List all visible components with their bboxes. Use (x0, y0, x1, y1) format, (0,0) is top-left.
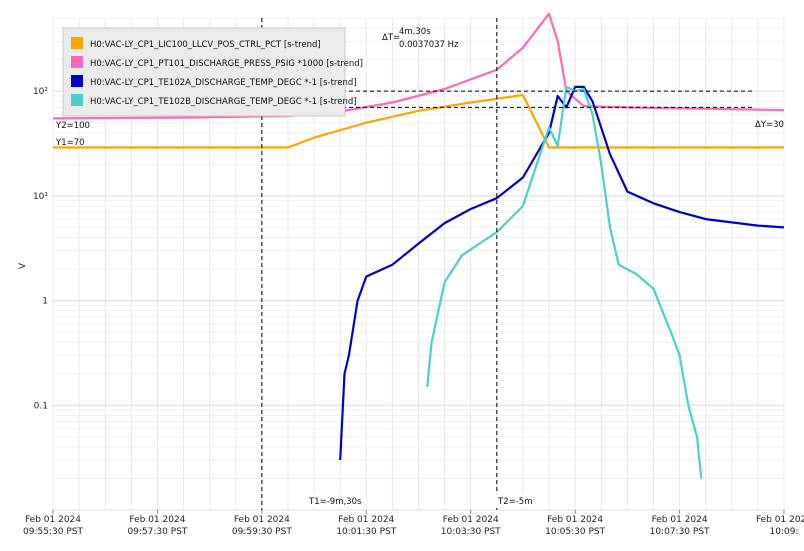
x-tick-labels: Feb 01 2024 09:55:30 PST Feb 01 2024 09:57:… (23, 510, 804, 537)
x-tick-time: 10:07:30 PST (650, 527, 710, 537)
x-tick-date: Feb 01 2024 (129, 515, 185, 525)
legend-label-1: H0:VAC-LY_CP1_PT101_DISCHARGE_PRESS_PSIG… (90, 59, 363, 69)
y-tick-label: 1 (42, 297, 48, 307)
legend-label-3: H0:VAC-LY_CP1_TE102B_DISCHARGE_TEMP_DEGC… (90, 97, 357, 107)
y-tick-labels: 0.1 1 10¹ 10² (33, 87, 48, 411)
legend-swatch-3 (71, 94, 83, 106)
x-tick-time: 09:59:30 PST (232, 527, 292, 537)
legend-swatch-1 (71, 56, 83, 68)
y-tick-label: 0.1 (34, 401, 48, 411)
cursor-t1-label-bg (306, 494, 364, 507)
x-tick-date: Feb 01 2024 (443, 515, 499, 525)
y-tick-label: 10¹ (33, 192, 48, 202)
x-tick-time: 09:55:30 PST (23, 527, 83, 537)
series-line-2 (339, 85, 785, 461)
legend-swatch-0 (71, 37, 83, 49)
frequency-value: 0.0037037 Hz (399, 40, 459, 50)
series-line-0 (53, 93, 784, 149)
delta-t-symbol: ΔT= (382, 33, 400, 43)
x-tick-date: Feb 01 2024 (234, 515, 290, 525)
cursor-y1-label: Y1=70 (55, 138, 85, 148)
legend-swatch-2 (71, 75, 83, 87)
legend-box (62, 27, 346, 117)
legend: H0:VAC-LY_CP1_LIC100_LLCV_POS_CTRL_PCT [… (62, 27, 363, 117)
cursor-y2-label: Y2=100 (55, 121, 90, 131)
legend-label-2: H0:VAC-LY_CP1_TE102A_DISCHARGE_TEMP_DEGC… (90, 78, 357, 88)
cursor-t2-label-bg (496, 494, 531, 507)
delta-t-value: 4m,30s (399, 27, 431, 37)
x-tick-date: Feb 01 2024 (547, 515, 603, 525)
series-layer (52, 12, 785, 479)
x-tick-date: Feb 01 2024 (25, 515, 81, 525)
cursor-t2-label: T2=-5m (497, 497, 532, 507)
x-tick-time: 10:01:30 PST (336, 527, 396, 537)
series-line-3 (426, 85, 703, 479)
cursor-t1-label: T1=-9m,30s (308, 497, 362, 507)
cursor-layer: T1=-9m,30s T2=-5m Y2=100 Y1=70 ΔT= 4m,30… (55, 18, 784, 510)
y-axis-label: V (18, 262, 28, 269)
x-tick-time: 09:57:30 PST (127, 527, 187, 537)
x-tick-date: Feb 01 2024 (652, 515, 708, 525)
y-tick-label: 10² (33, 87, 48, 97)
delta-y-value: ΔY=30 (755, 120, 784, 130)
x-tick-date: Feb 01 2024 (756, 515, 804, 525)
x-tick-date: Feb 01 2024 (338, 515, 394, 525)
legend-label-0: H0:VAC-LY_CP1_LIC100_LLCV_POS_CTRL_PCT [… (90, 40, 321, 50)
x-tick-time: 10:05:30 PST (545, 527, 605, 537)
x-tick-time: 10:03:30 PST (441, 527, 501, 537)
x-tick-time: 10:09: (770, 527, 799, 537)
